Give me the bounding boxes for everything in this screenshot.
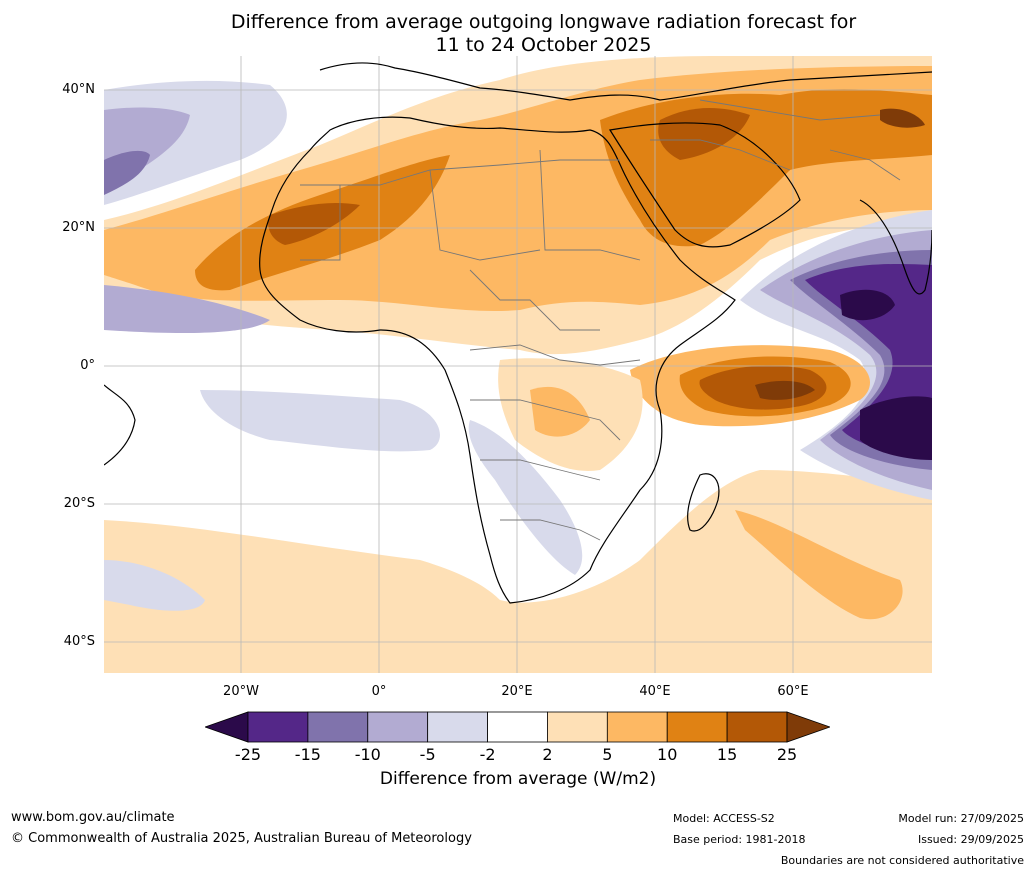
coastline-madagascar: [687, 473, 720, 532]
footer-issued: Issued: 29/09/2025: [917, 833, 1024, 846]
map-panel: [104, 56, 932, 673]
colorbar-tick-label: 5: [602, 745, 613, 764]
colorbar-tick-label: -2: [479, 745, 496, 764]
lat-label-20N: 20°N: [62, 220, 95, 235]
chart-title-line2: 11 to 24 October 2025: [435, 34, 652, 56]
colorbar-tick-label: -15: [294, 745, 321, 764]
colorbar-tick-label: -25: [234, 745, 262, 764]
footer-copyright: © Commonwealth of Australia 2025, Austra…: [11, 831, 472, 846]
footer-model-run: Model run: 27/09/2025: [898, 812, 1024, 825]
chart-title-line1: Difference from average outgoing longwav…: [230, 11, 857, 33]
colorbar-bin-8: [666, 711, 728, 743]
colorbar-bin-1: [247, 711, 309, 743]
anomaly-gulf-neg: [200, 390, 440, 452]
colorbar-extend-low: [205, 711, 249, 743]
colorbar-bin-2: [307, 711, 369, 743]
colorbar-tick-label: -10: [354, 745, 381, 764]
colorbar-tick-label: -5: [419, 745, 436, 764]
coastline-arabia: [609, 122, 801, 248]
lon-label-0: 0°: [371, 684, 387, 699]
colorbar-bin-6: [547, 711, 608, 743]
colorbar-tick-label: 2: [542, 745, 553, 764]
anomaly-south-band-core: [735, 510, 903, 620]
coastline-europe: [319, 62, 932, 101]
anomaly-mideast-core: [658, 108, 750, 160]
anomaly-south-africa-neg: [468, 420, 583, 575]
footer-model: Model: ACCESS-S2: [673, 812, 775, 825]
colorbar-tick-label: 25: [776, 745, 798, 764]
anomaly-eq-atlantic-neg: [104, 285, 270, 333]
lon-label-20W: 20°W: [223, 684, 259, 699]
footer-base-period: Base period: 1981-2018: [673, 833, 806, 846]
colorbar-tick-label: 10: [657, 745, 678, 764]
anomaly-indian-pos4: [755, 380, 815, 400]
anomaly-south-atlantic-neg: [104, 560, 205, 611]
colorbar: [205, 711, 830, 743]
gridlines: [104, 56, 932, 673]
colorbar-bin-3: [367, 711, 429, 743]
country-borders: [300, 99, 901, 541]
lat-label-40N: 40°N: [62, 82, 95, 97]
anomaly-indian-neg5: [840, 289, 895, 321]
colorbar-label: Difference from average (W/m2): [379, 769, 657, 789]
anomaly-east-africa-pos: [530, 386, 590, 437]
anomaly-iran-core: [880, 108, 925, 128]
lon-label-40E: 40°E: [639, 684, 671, 699]
anomaly-sahel-core: [268, 203, 360, 245]
colorbar-bin-4: [427, 711, 488, 743]
lat-label-20S: 20°S: [63, 496, 95, 511]
lat-label-40S: 40°S: [63, 634, 95, 649]
lon-label-60E: 60°E: [777, 684, 809, 699]
colorbar-extend-high: [786, 711, 830, 743]
coastline-africa: [259, 116, 736, 604]
anomaly-south-band: [104, 470, 932, 673]
colorbar-tick-label: 15: [716, 745, 738, 764]
colorbar-bin-9: [726, 711, 788, 743]
lat-label-0: 0°: [80, 358, 95, 373]
footer-url: www.bom.gov.au/climate: [11, 810, 175, 825]
coastline-india: [859, 199, 932, 295]
anomaly-north-atlantic-neg3: [104, 150, 150, 195]
lon-label-20E: 20°E: [501, 684, 533, 699]
footer-boundaries-note: Boundaries are not considered authoritat…: [780, 854, 1024, 867]
coastline-americas: [104, 384, 136, 466]
colorbar-bin-7: [606, 711, 668, 743]
anomaly-indian-neg6: [860, 396, 932, 460]
colorbar-bin-5: [487, 711, 548, 743]
